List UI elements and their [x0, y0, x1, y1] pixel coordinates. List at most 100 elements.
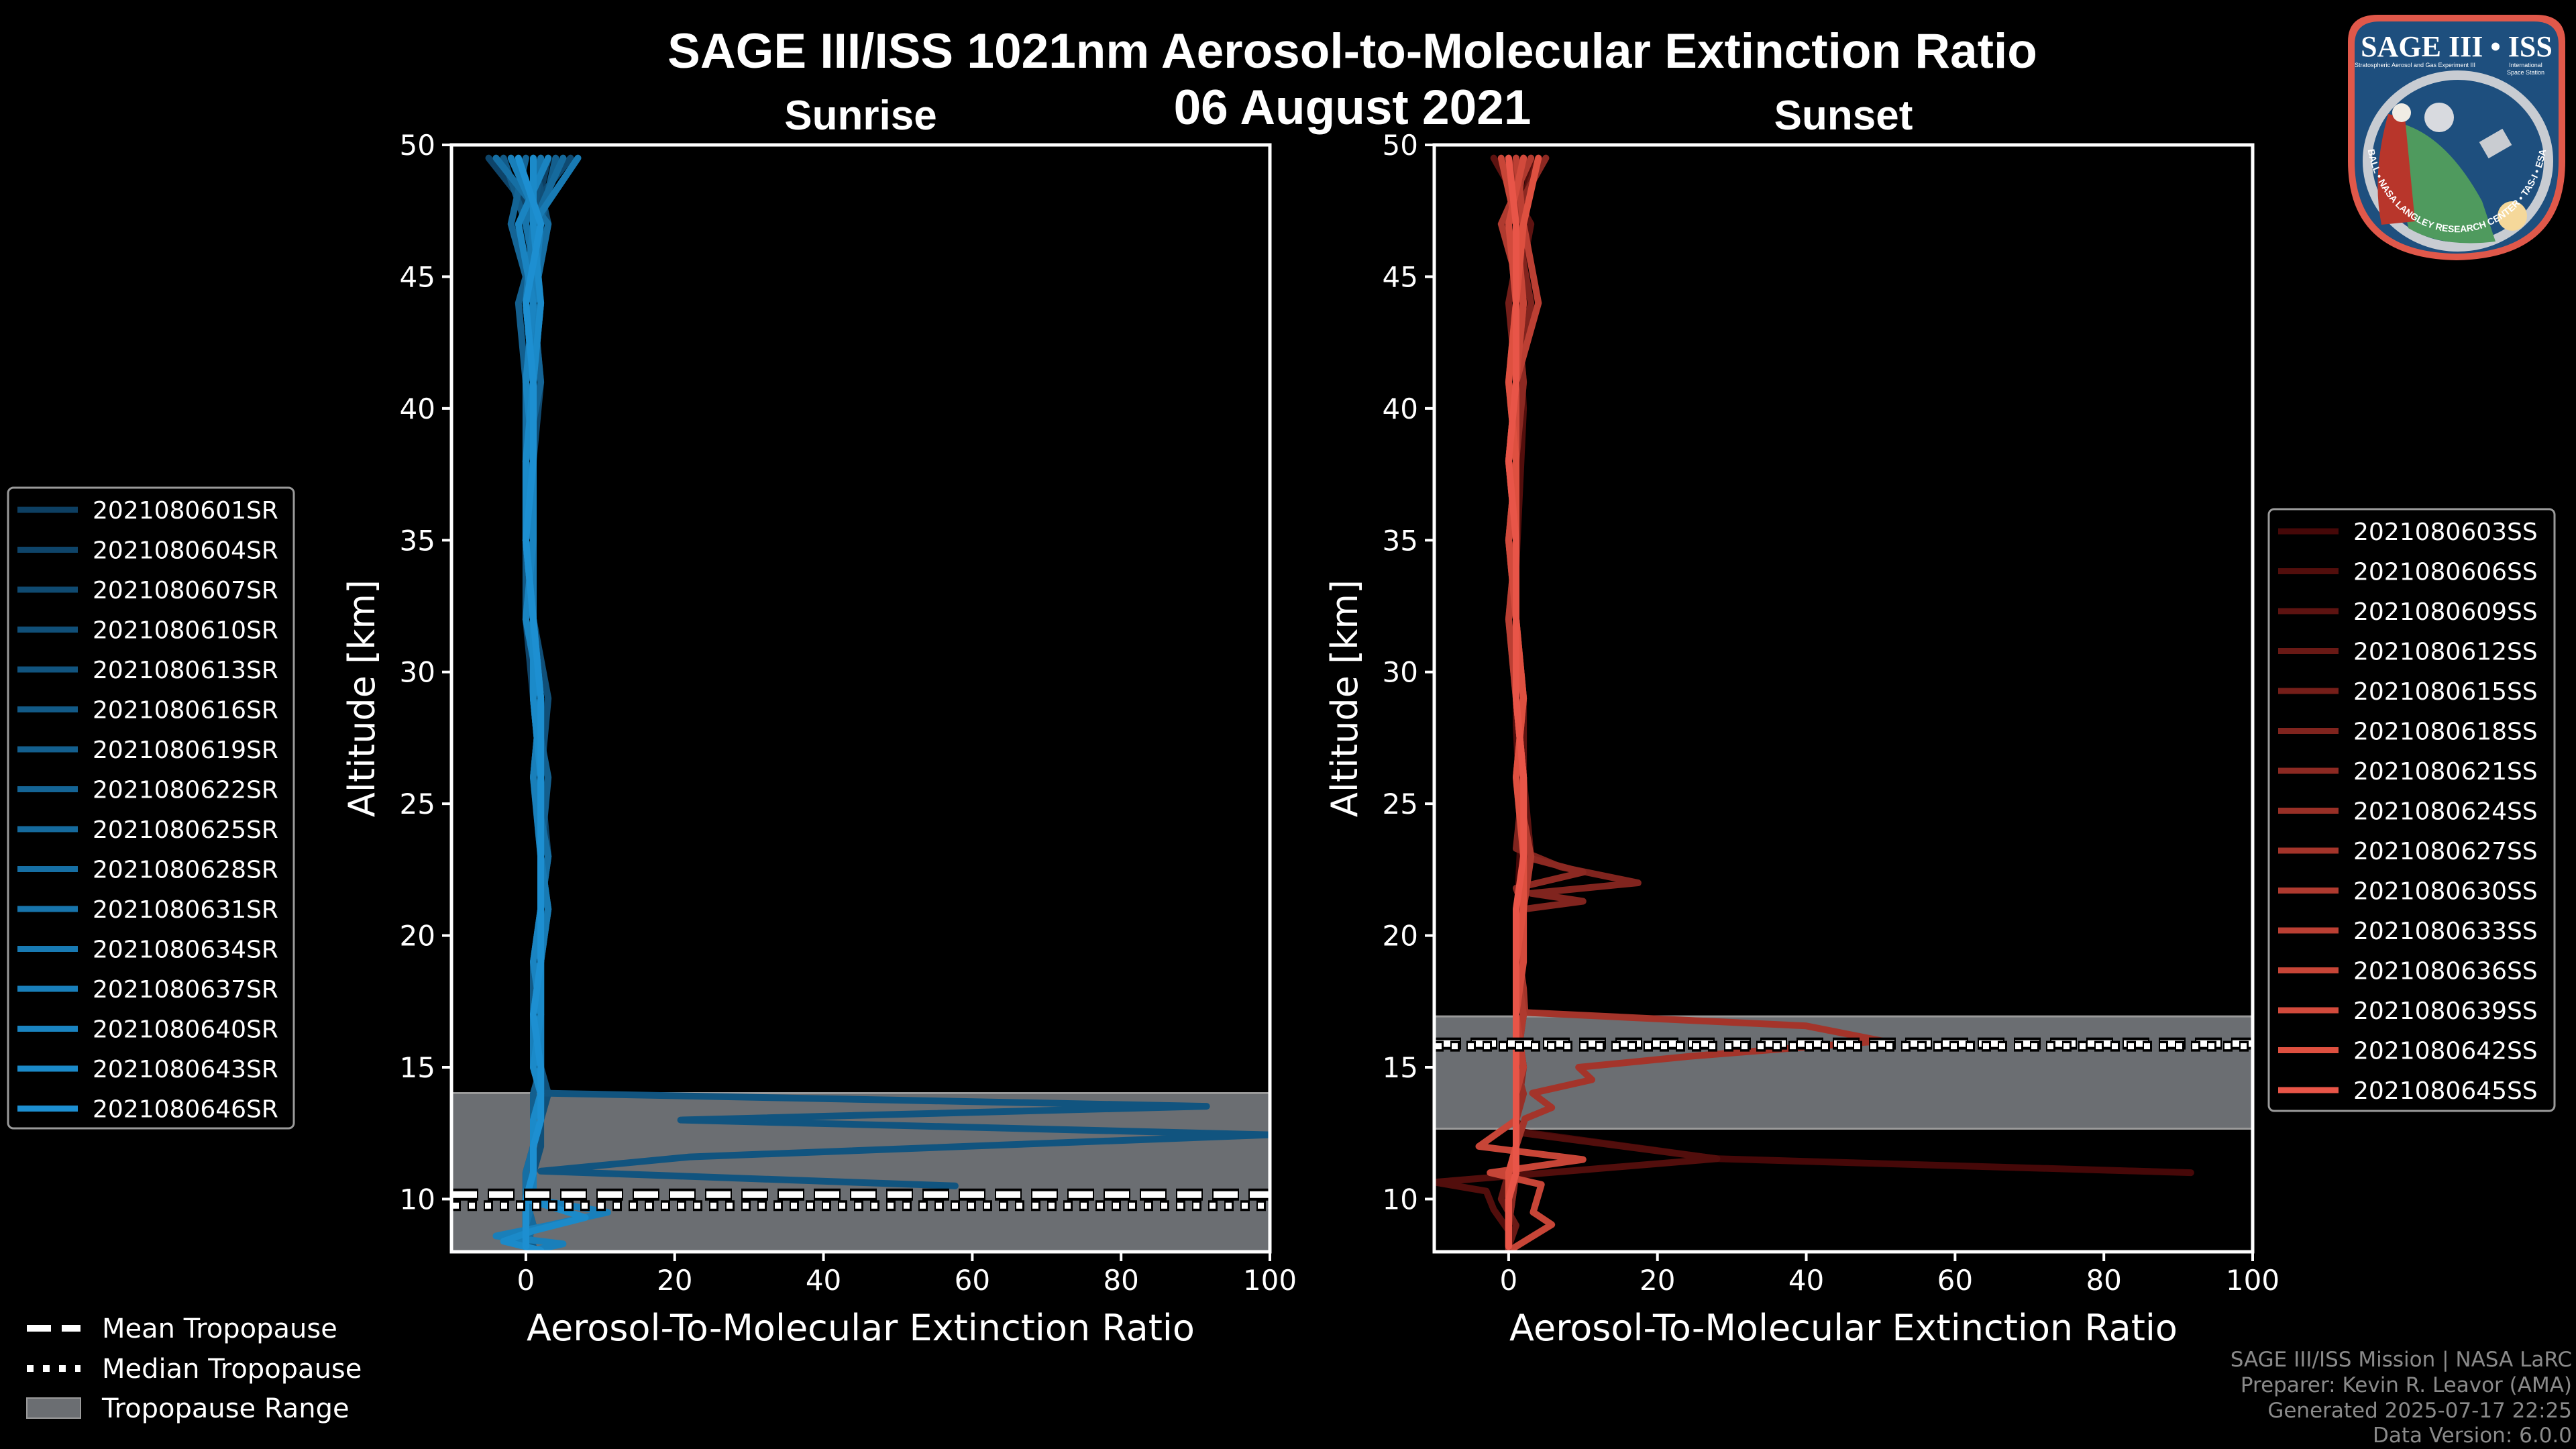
sage-iii-iss-logo: SAGE III • ISS Stratospheric Aerosol and…	[2348, 15, 2565, 260]
legend-label: 2021080636SS	[2353, 958, 2538, 985]
legend-label: 2021080618SS	[2353, 718, 2538, 746]
legend-item-2021080637SR: 2021080637SR	[17, 976, 278, 1004]
legend-item-2021080628SR: 2021080628SR	[17, 857, 278, 884]
sunset-legend-frame	[2267, 508, 2556, 1112]
sunset-y-tick-label: 10	[1383, 1183, 1418, 1216]
legend-item-2021080625SR: 2021080625SR	[17, 816, 278, 844]
legend-label: 2021080639SS	[2353, 998, 2538, 1025]
legend-label: 2021080637SR	[93, 976, 278, 1004]
legend-item-2021080607SR: 2021080607SR	[17, 577, 278, 604]
legend-label: 2021080645SS	[2353, 1077, 2538, 1105]
sunrise-axes-frame	[449, 143, 1272, 1254]
tropopause-range-swatch	[26, 1397, 81, 1419]
sunset-y-tick-label: 40	[1383, 392, 1418, 425]
sunrise-x-tick-label: 20	[657, 1264, 692, 1297]
sunrise-y-tick-label: 25	[400, 788, 435, 820]
sunrise-y-tick-label: 35	[400, 524, 435, 557]
legend-label: 2021080607SR	[93, 577, 278, 604]
logo-moon	[2424, 103, 2454, 132]
legend-item-2021080610SR: 2021080610SR	[17, 617, 278, 645]
legend-item-2021080604SR: 2021080604SR	[17, 537, 278, 565]
legend-item-2021080616SR: 2021080616SR	[17, 697, 278, 724]
sunset-x-tick-label: 20	[1640, 1264, 1675, 1297]
legend-item-2021080622SR: 2021080622SR	[17, 777, 278, 804]
legend-label: 2021080634SR	[93, 936, 278, 964]
legend-label: 2021080612SS	[2353, 639, 2538, 666]
sunrise-y-tick-label: 50	[400, 129, 435, 162]
legend-label: 2021080624SS	[2353, 798, 2538, 826]
sunset-series-group	[1434, 154, 2194, 1252]
legend-label: 2021080610SR	[93, 617, 278, 645]
sunset-x-tick-label: 100	[2226, 1264, 2279, 1297]
legend-label: 2021080616SR	[93, 697, 278, 724]
logo-subtitle: Stratospheric Aerosol and Gas Experiment…	[2355, 62, 2475, 68]
legend-item-2021080627SS: 2021080627SS	[2278, 838, 2538, 865]
sunrise-y-axis-label: Altitude [km]	[341, 580, 383, 817]
legend-item-2021080621SS: 2021080621SS	[2278, 758, 2538, 786]
mean-tropopause-label: Mean Tropopause	[102, 1313, 337, 1344]
legend-item-2021080618SS: 2021080618SS	[2278, 718, 2538, 746]
legend-item-2021080613SR: 2021080613SR	[17, 657, 278, 684]
legend-item-2021080631SR: 2021080631SR	[17, 896, 278, 924]
legend-label: 2021080613SR	[93, 657, 278, 684]
sunset-y-tick-label: 50	[1383, 129, 1418, 162]
sunrise-title: Sunrise	[784, 93, 936, 139]
logo-earth	[2388, 121, 2496, 244]
sunset-y-tick-label: 30	[1383, 656, 1418, 689]
sunset-legend: 2021080603SS 2021080606SS 2021080609SS 2021…	[2267, 508, 2556, 1112]
legend-label: 2021080643SR	[93, 1056, 278, 1083]
legend-item-2021080645SS: 2021080645SS	[2278, 1077, 2538, 1105]
sunset-y-tick-label: 45	[1383, 260, 1418, 293]
legend-label: 2021080633SS	[2353, 918, 2538, 945]
legend-label: 2021080646SR	[93, 1096, 278, 1124]
series-line-2021080645SS	[1505, 154, 1527, 1250]
logo-station-1: International	[2509, 62, 2542, 68]
legend-label: 2021080609SS	[2353, 598, 2538, 626]
sunrise-x-tick-label: 100	[1243, 1264, 1297, 1297]
series-line-2021080646SR	[515, 154, 545, 1250]
sunrise-y-tick-label: 45	[400, 260, 435, 293]
legend-item-2021080601SR: 2021080601SR	[17, 497, 278, 525]
sunset-x-tick-label: 0	[1500, 1264, 1518, 1297]
figure-date: 06 August 2021	[1174, 80, 1532, 135]
legend-item-2021080642SS: 2021080642SS	[2278, 1038, 2538, 1065]
footer-mission: SAGE III/ISS Mission | NASA LaRC	[2231, 1348, 2572, 1372]
legend-label: 2021080604SR	[93, 537, 278, 565]
legend-item-2021080643SR: 2021080643SR	[17, 1056, 278, 1083]
sunrise-y-tick-label: 10	[400, 1183, 435, 1216]
sunrise-y-tick-label: 20	[400, 920, 435, 953]
legend-item-2021080606SS: 2021080606SS	[2278, 559, 2538, 586]
logo-sun	[2498, 201, 2527, 231]
legend-label: 2021080625SR	[93, 816, 278, 844]
figure-title: SAGE III/ISS 1021nm Aerosol-to-Molecular…	[667, 24, 2037, 78]
sunrise-x-tick-label: 80	[1103, 1264, 1138, 1297]
sunset-x-tick-label: 80	[2086, 1264, 2121, 1297]
sunset-title: Sunset	[1774, 93, 1913, 139]
tropopause-legend: Mean Tropopause Median Tropopause Tropop…	[26, 1313, 362, 1424]
sunrise-y-tick-label: 15	[400, 1051, 435, 1084]
sunset-x-tick-label: 40	[1788, 1264, 1824, 1297]
legend-item-2021080612SS: 2021080612SS	[2278, 639, 2538, 666]
sunset-plot-area: 0 20 40 60 80 100 10 15 20 25 30 35 40 45 50	[1383, 129, 2280, 1297]
logo-ring	[2363, 70, 2553, 252]
logo-title: SAGE III • ISS	[2361, 30, 2553, 63]
logo-wizard-head	[2392, 103, 2411, 122]
logo-iss	[2479, 128, 2512, 159]
sunrise-x-tick-label: 0	[517, 1264, 535, 1297]
logo-wizard	[2377, 114, 2415, 225]
legend-label: 2021080628SR	[93, 857, 278, 884]
sunset-panel: Sunset 0 20 40 60 80 100 10 15 20 25 30 35 40 45 50 Al…	[1324, 93, 2279, 1349]
sunset-x-axis-label: Aerosol-To-Molecular Extinction Ratio	[1509, 1307, 2178, 1349]
legend-item-2021080633SS: 2021080633SS	[2278, 918, 2538, 945]
sunset-x-tick-label: 60	[1937, 1264, 1973, 1297]
legend-label: 2021080630SS	[2353, 878, 2538, 906]
legend-item-2021080646SR: 2021080646SR	[17, 1096, 278, 1124]
sunrise-panel: Sunrise 0 20 40 60 80 100 10 15 20 25 30 35 40 45 50 A…	[341, 93, 1297, 1349]
sunrise-legend: 2021080601SR 2021080604SR 2021080607SR 2021…	[7, 486, 295, 1130]
sunrise-legend-frame	[7, 486, 295, 1130]
legend-item-2021080615SS: 2021080615SS	[2278, 678, 2538, 706]
legend-item-2021080603SS: 2021080603SS	[2278, 519, 2538, 546]
footer-data-version: Data Version: 6.0.0	[2373, 1424, 2572, 1448]
